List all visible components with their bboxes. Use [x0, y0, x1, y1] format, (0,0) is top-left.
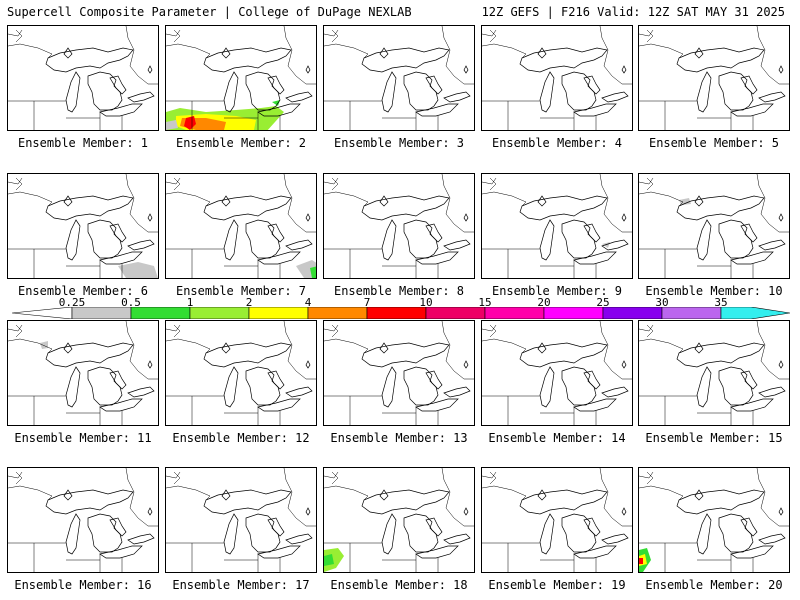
great-lakes-map	[639, 26, 789, 130]
colorbar-segment-11	[661, 307, 722, 319]
panel-label-member-16: Ensemble Member: 16	[14, 578, 152, 592]
colorbar-segment-4	[248, 307, 309, 319]
map-panel-member-9	[481, 173, 633, 279]
run-info: 12Z GEFS | F216 Valid: 12Z SAT MAY 31 20…	[481, 5, 785, 19]
great-lakes-map	[482, 26, 632, 130]
panel-label-member-4: Ensemble Member: 4	[491, 136, 623, 150]
colorbar-segment-8	[484, 307, 545, 319]
panel-label-member-19: Ensemble Member: 19	[488, 578, 626, 592]
map-panel-member-5	[638, 25, 790, 131]
panel-label-member-2: Ensemble Member: 2	[175, 136, 307, 150]
colorbar-tick-label: 4	[304, 296, 312, 309]
great-lakes-map	[324, 468, 474, 572]
colorbar-tick-label: 2	[245, 296, 253, 309]
map-panel-member-16	[7, 467, 159, 573]
colorbar-tick-label: 1	[186, 296, 194, 309]
great-lakes-map	[8, 468, 158, 572]
map-panel-member-3	[323, 25, 475, 131]
map-panel-member-7	[165, 173, 317, 279]
map-panel-member-1	[7, 25, 159, 131]
panel-label-member-10: Ensemble Member: 10	[645, 284, 783, 298]
colorbar-tick-label: 0.25	[58, 296, 86, 309]
map-panel-member-10	[638, 173, 790, 279]
panel-label-member-11: Ensemble Member: 11	[14, 431, 152, 445]
great-lakes-map	[639, 321, 789, 425]
colorbar-tick-label: 25	[596, 296, 610, 309]
great-lakes-map	[166, 174, 316, 278]
great-lakes-map	[324, 26, 474, 130]
colorbar-segment-3	[189, 307, 250, 319]
map-panel-member-13	[323, 320, 475, 426]
great-lakes-map	[324, 321, 474, 425]
colorbar-tick-label: 15	[478, 296, 492, 309]
great-lakes-map	[639, 468, 789, 572]
colorbar-segment-9	[543, 307, 604, 319]
map-panel-member-14	[481, 320, 633, 426]
panel-label-member-20: Ensemble Member: 20	[645, 578, 783, 592]
colorbar-tick-label: 35	[714, 296, 728, 309]
panel-label-member-8: Ensemble Member: 8	[333, 284, 465, 298]
map-panel-member-18	[323, 467, 475, 573]
great-lakes-map	[639, 174, 789, 278]
color-scale-bar	[12, 307, 790, 319]
colorbar-segment-6	[366, 307, 427, 319]
colorbar-tick-label: 10	[419, 296, 433, 309]
map-panel-member-11	[7, 320, 159, 426]
panel-label-member-18: Ensemble Member: 18	[330, 578, 468, 592]
map-panel-member-2	[165, 25, 317, 131]
panel-label-member-12: Ensemble Member: 12	[172, 431, 310, 445]
great-lakes-map	[482, 321, 632, 425]
map-panel-member-15	[638, 320, 790, 426]
great-lakes-map	[8, 26, 158, 130]
panel-label-member-6: Ensemble Member: 6	[17, 284, 149, 298]
panel-label-member-7: Ensemble Member: 7	[175, 284, 307, 298]
map-panel-member-6	[7, 173, 159, 279]
great-lakes-map	[166, 26, 316, 130]
panel-label-member-14: Ensemble Member: 14	[488, 431, 626, 445]
panel-label-member-5: Ensemble Member: 5	[648, 136, 780, 150]
colorbar-segment-12	[720, 307, 790, 319]
great-lakes-map	[324, 174, 474, 278]
panel-label-member-9: Ensemble Member: 9	[491, 284, 623, 298]
great-lakes-map	[166, 468, 316, 572]
colorbar-segment-5	[307, 307, 368, 319]
colorbar-tick-label: 0.5	[121, 296, 141, 309]
colorbar-tick-label: 30	[655, 296, 669, 309]
map-panel-member-8	[323, 173, 475, 279]
panel-label-member-17: Ensemble Member: 17	[172, 578, 310, 592]
colorbar-segment-7	[425, 307, 486, 319]
panel-label-member-13: Ensemble Member: 13	[330, 431, 468, 445]
map-panel-member-17	[165, 467, 317, 573]
colorbar-tick-label: 20	[537, 296, 551, 309]
panel-label-member-15: Ensemble Member: 15	[645, 431, 783, 445]
chart-title: Supercell Composite Parameter | College …	[7, 5, 412, 19]
map-panel-member-20	[638, 467, 790, 573]
colorbar-segment-10	[602, 307, 663, 319]
map-panel-member-19	[481, 467, 633, 573]
colorbar-tick-label: 7	[363, 296, 371, 309]
great-lakes-map	[482, 468, 632, 572]
map-panel-member-4	[481, 25, 633, 131]
great-lakes-map	[166, 321, 316, 425]
panel-label-member-3: Ensemble Member: 3	[333, 136, 465, 150]
panel-label-member-1: Ensemble Member: 1	[17, 136, 149, 150]
great-lakes-map	[8, 321, 158, 425]
map-panel-member-12	[165, 320, 317, 426]
great-lakes-map	[8, 174, 158, 278]
great-lakes-map	[482, 174, 632, 278]
